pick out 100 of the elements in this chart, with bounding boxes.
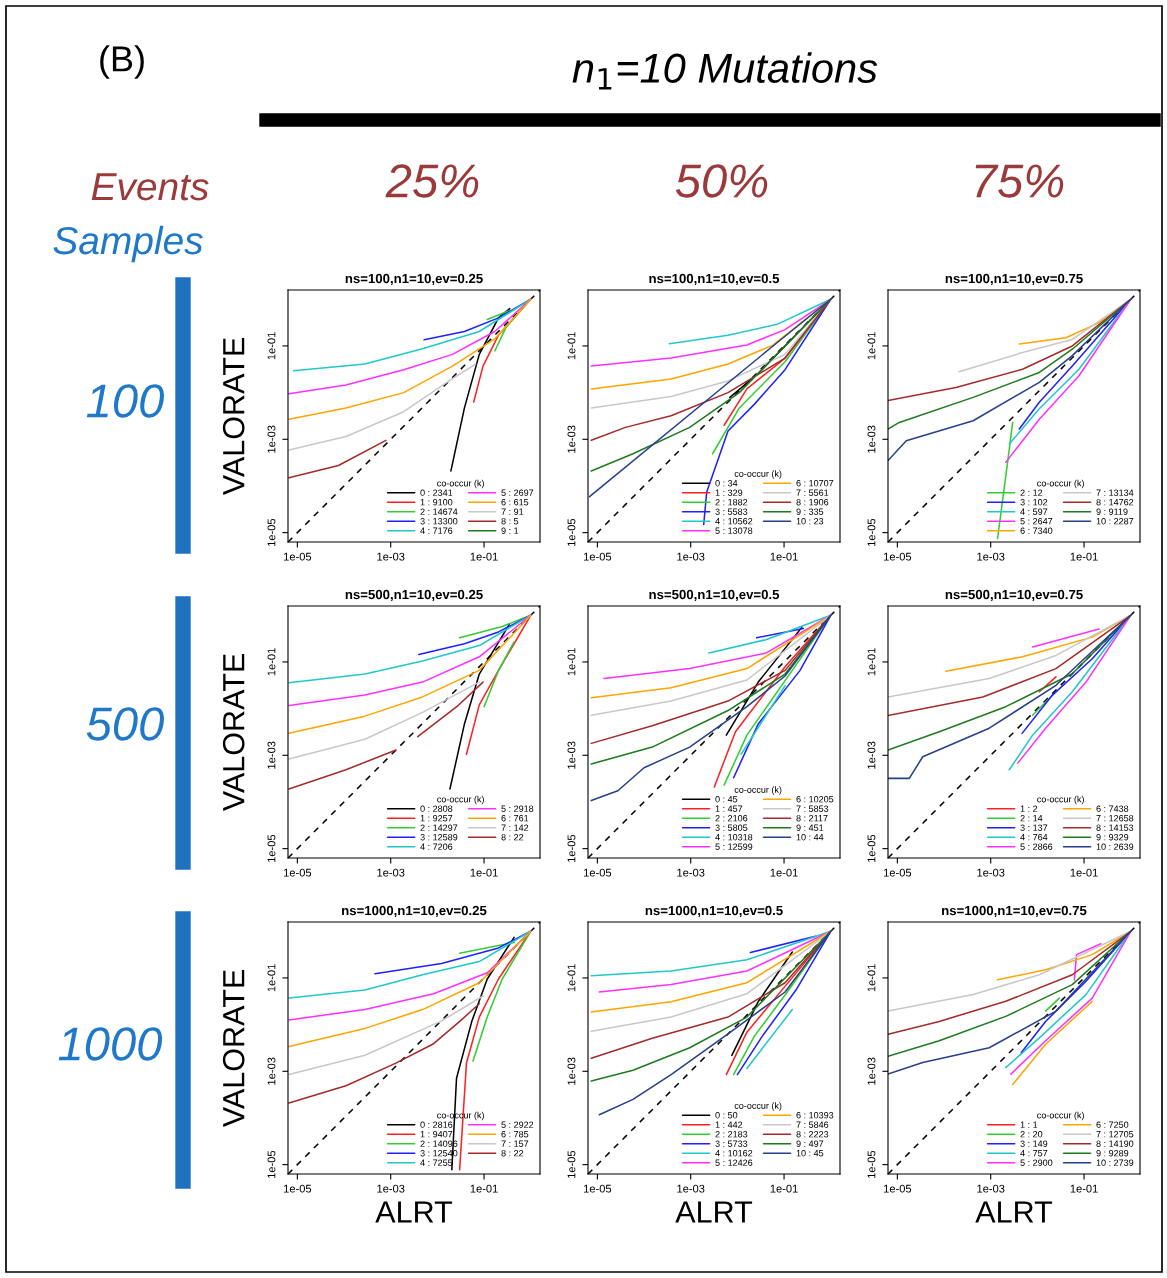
legend-label: 8 : 2223	[796, 1131, 829, 1138]
legend-label: 5 : 2900	[1020, 1159, 1053, 1166]
y-tick-label: 1e-01	[567, 648, 576, 676]
chart-title: ns=100,n1=10,ev=0.25	[345, 273, 483, 286]
legend-title: co-occur (k)	[1037, 795, 1084, 805]
chart-title: ns=100,n1=10,ev=0.5	[649, 273, 780, 286]
x-tick-label: 1e-03	[377, 1184, 405, 1193]
text: 50%	[675, 164, 768, 198]
legend-label: 2 : 2183	[715, 1131, 748, 1138]
legend-label: 3 : 149	[1020, 1140, 1048, 1147]
legend-label: 3 : 5733	[715, 1140, 748, 1147]
x-axis-title: ALRT	[675, 1201, 753, 1223]
chart-title: ns=500,n1=10,ev=0.75	[945, 589, 1083, 602]
legend-label: 9 : 335	[796, 508, 824, 515]
chart-title: ns=500,n1=10,ev=0.25	[345, 589, 483, 602]
legend-label: 0 : 34	[715, 480, 738, 487]
legend-label: 8 : 14762	[1096, 499, 1134, 506]
y-axis-title: VALORATE	[222, 338, 245, 496]
legend-label: 6 : 7250	[1096, 1121, 1129, 1128]
legend-label: 5 : 2866	[1020, 843, 1053, 850]
legend-label: 2 : 14674	[420, 508, 458, 515]
y-axis-title: VALORATE	[222, 654, 245, 812]
legend-label: 1 : 9257	[420, 815, 453, 822]
legend-label: 3 : 12589	[420, 834, 458, 841]
y-tick-label: 1e-01	[267, 964, 276, 992]
y-tick-label: 1e-01	[267, 332, 276, 360]
legend-label: 1 : 2	[1020, 805, 1038, 812]
legend-label: 2 : 1882	[715, 499, 748, 506]
y-tick-label: 1e-01	[567, 332, 576, 360]
legend-label: 7 : 142	[501, 824, 529, 831]
text: Samples	[53, 225, 203, 263]
x-tick-label: 1e-01	[770, 1184, 798, 1193]
legend-label: 6 : 10393	[796, 1112, 834, 1119]
legend-label: 9 : 9329	[1096, 834, 1129, 841]
x-tick-label: 1e-03	[977, 552, 1005, 561]
y-tick-label: 1e-01	[867, 648, 876, 676]
legend-label: 4 : 10162	[715, 1150, 753, 1157]
y-tick-label: 1e-01	[867, 964, 876, 992]
y-tick-label: 1e-01	[567, 964, 576, 992]
y-tick-label: 1e-03	[567, 425, 576, 453]
legend-title: co-occur (k)	[734, 1102, 782, 1111]
legend-label: 5 : 2918	[501, 805, 534, 812]
legend-label: 6 : 785	[501, 1131, 529, 1138]
legend-label: 3 : 5805	[715, 824, 748, 831]
legend-label: 4 : 10562	[715, 518, 753, 525]
chart-title: ns=500,n1=10,ev=0.5	[649, 589, 780, 602]
legend-label: 7 : 5853	[796, 805, 829, 812]
x-tick-label: 1e-05	[584, 868, 612, 877]
legend-title: co-occur (k)	[734, 470, 782, 479]
legend-label: 1 : 9407	[420, 1131, 453, 1138]
x-tick-label: 1e-03	[677, 868, 705, 877]
legend-label: 3 : 137	[1020, 824, 1048, 831]
legend-title: co-occur (k)	[437, 479, 484, 489]
legend-label: 7 : 13134	[1096, 489, 1134, 496]
legend-label: 9 : 9119	[1096, 508, 1128, 515]
x-tick-label: 1e-05	[284, 1184, 312, 1193]
legend-label: 5 : 12599	[715, 843, 753, 850]
x-tick-label: 1e-05	[884, 552, 912, 561]
y-tick-label: 1e-03	[267, 741, 276, 769]
chart-title: ns=1000,n1=10,ev=0.25	[342, 905, 487, 918]
legend-label: 0 : 2816	[420, 1121, 453, 1128]
legend-label: 10 : 44	[796, 834, 824, 841]
x-tick-label: 1e-01	[470, 868, 498, 877]
y-tick-label: 1e-03	[867, 1057, 876, 1085]
legend-label: 9 : 9289	[1096, 1150, 1129, 1157]
legend-label: 4 : 10318	[715, 834, 753, 841]
legend-label: 1 : 329	[715, 489, 743, 496]
legend-label: 5 : 12426	[715, 1159, 753, 1166]
legend-label: 9 : 451	[796, 824, 824, 831]
x-tick-label: 1e-01	[770, 552, 798, 561]
text: 1000	[58, 1027, 163, 1061]
y-tick-label: 1e-01	[267, 648, 276, 676]
x-tick-label: 1e-01	[470, 1184, 498, 1193]
legend-label: 8 : 2117	[796, 815, 828, 822]
chart-title: ns=1000,n1=10,ev=0.75	[942, 905, 1087, 918]
x-tick-label: 1e-05	[584, 1184, 612, 1193]
x-tick-label: 1e-03	[977, 868, 1005, 877]
legend-label: 6 : 761	[501, 815, 529, 822]
legend-label: 9 : 497	[796, 1140, 824, 1147]
legend-label: 2 : 14	[1020, 815, 1043, 822]
legend-label: 7 : 5561	[796, 489, 829, 496]
legend-label: 7 : 5846	[796, 1121, 829, 1128]
y-tick-label: 1e-03	[867, 741, 876, 769]
x-tick-label: 1e-03	[377, 552, 405, 561]
x-axis-title: ALRT	[975, 1201, 1053, 1223]
legend-label: 10 : 23	[796, 518, 824, 525]
legend-label: 2 : 14297	[420, 824, 458, 831]
legend-label: 10 : 2287	[1096, 518, 1134, 525]
legend-label: 6 : 10205	[796, 796, 834, 803]
legend-label: 0 : 50	[715, 1112, 738, 1119]
legend-label: 4 : 757	[1020, 1150, 1048, 1157]
x-tick-label: 1e-03	[677, 1184, 705, 1193]
legend-label: 0 : 45	[715, 796, 738, 803]
chart-title: ns=1000,n1=10,ev=0.5	[645, 905, 783, 918]
text: 100	[86, 384, 164, 418]
legend-label: 10 : 2639	[1096, 843, 1134, 850]
legend-label: 8 : 22	[501, 834, 524, 841]
x-tick-label: 1e-05	[584, 552, 612, 561]
legend-label: 0 : 2341	[420, 489, 453, 496]
legend-label: 2 : 2106	[715, 815, 748, 822]
